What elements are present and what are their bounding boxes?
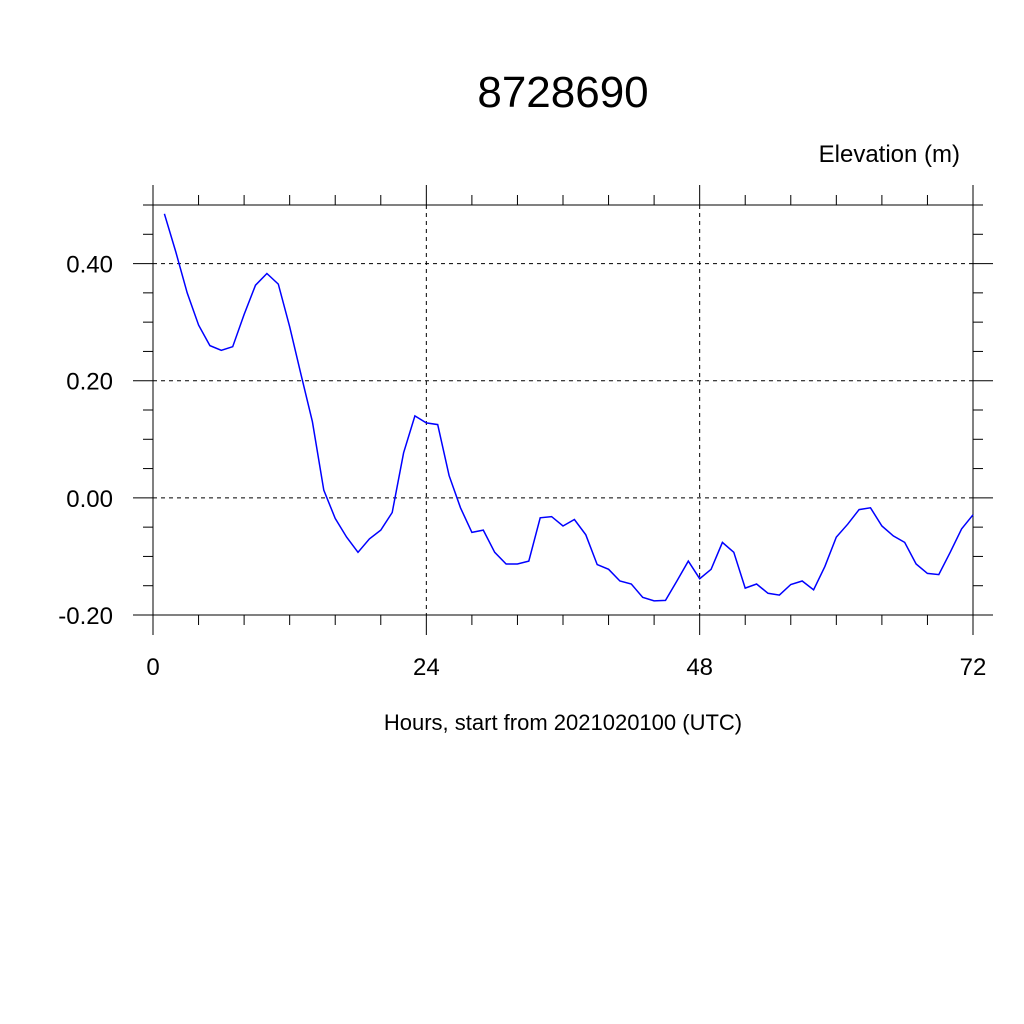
plot-frame (152, 204, 974, 616)
x-tick-label: 24 (413, 654, 440, 681)
x-axis-label: Hours, start from 2021020100 (UTC) (384, 710, 742, 735)
y-tick-label: 0.40 (66, 252, 113, 279)
axis-ticks (133, 185, 993, 635)
x-tick-label: 72 (960, 654, 987, 681)
x-tick-label: 48 (686, 654, 713, 681)
y-tick-label: -0.20 (58, 603, 113, 630)
chart-title: 8728690 (477, 68, 648, 117)
series-layer (163, 213, 974, 602)
y-tick-label: 0.00 (66, 486, 113, 513)
unit-label: Elevation (m) (819, 141, 960, 168)
tick-labels: 0 24 48 72 -0.20 0.00 0.20 0.40 (58, 252, 986, 681)
y-tick-label: 0.20 (66, 369, 113, 396)
x-tick-label: 0 (146, 654, 159, 681)
grid-lines (153, 205, 973, 615)
series-line (163, 213, 974, 602)
